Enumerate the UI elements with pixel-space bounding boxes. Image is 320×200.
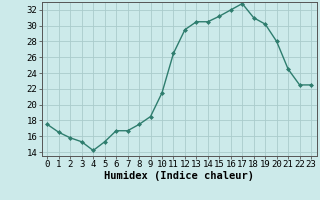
- X-axis label: Humidex (Indice chaleur): Humidex (Indice chaleur): [104, 171, 254, 181]
